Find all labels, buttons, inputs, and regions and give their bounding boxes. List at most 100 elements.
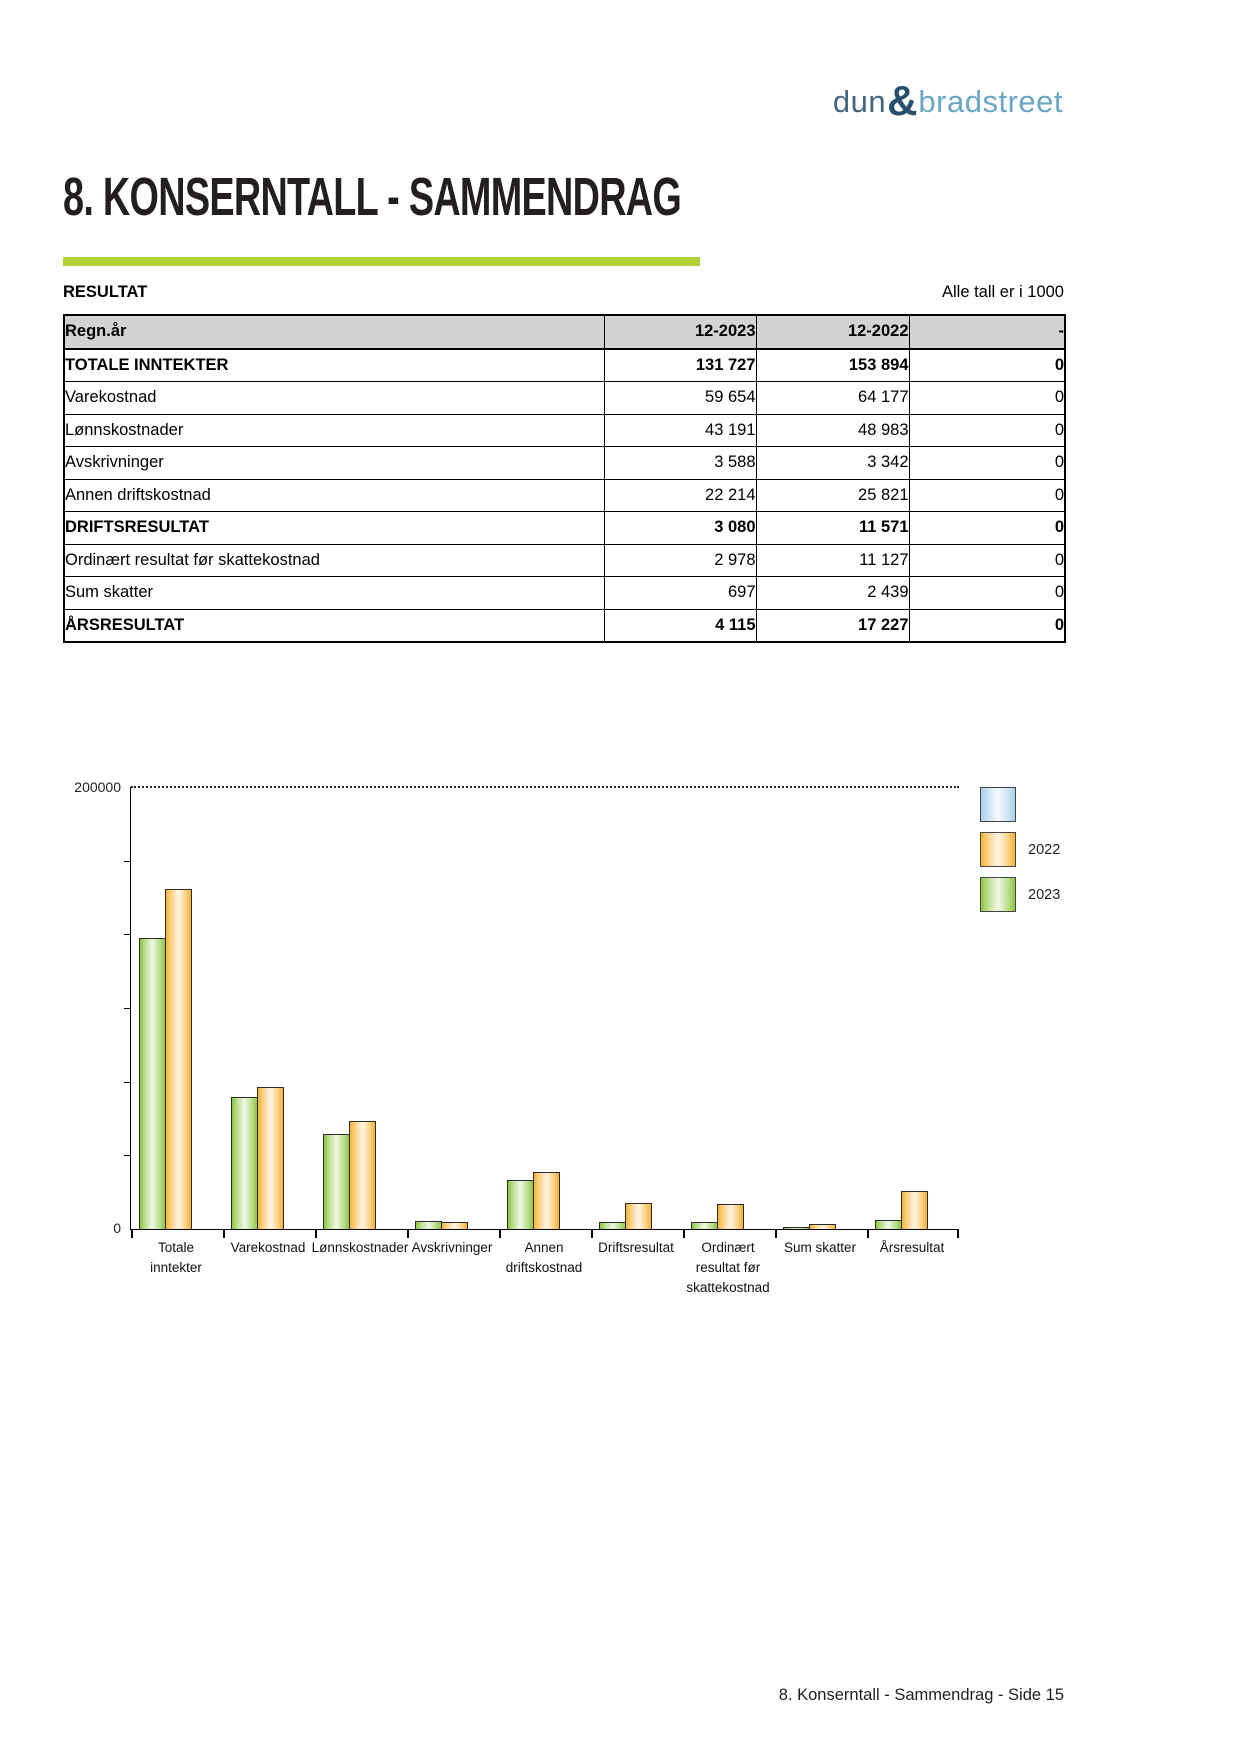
table-row-ordinaert-resultat-for-skattekostnad: Ordinært resultat før skattekostnad 2 978… xyxy=(63,543,1066,577)
table-row-sum-skatter: Sum skatter 697 2 439 0 xyxy=(63,576,1066,610)
y-axis-max-label: 200000 xyxy=(74,779,121,795)
logo-ampersand-icon: & xyxy=(887,77,918,124)
cell-value: 0 xyxy=(908,348,1066,382)
x-axis-tick xyxy=(591,1230,593,1238)
table-row-avskrivninger: Avskrivninger 3 588 3 342 0 xyxy=(63,446,1066,480)
bar-2022-avskrivninger xyxy=(441,1222,468,1229)
x-axis-label-varekostnad: Varekostnad xyxy=(198,1238,338,1258)
bar-2023-sum-skatter xyxy=(783,1227,810,1229)
cell-value: 2 439 xyxy=(755,576,910,610)
bar-2022-varekostnad xyxy=(257,1087,284,1229)
x-axis-label-line: Avskrivninger xyxy=(411,1240,493,1255)
x-axis-tick xyxy=(683,1230,685,1238)
cell-label: ÅRSRESULTAT xyxy=(63,608,605,643)
result-table: Regn.år 12-2023 12-2022 - TOTALE INNTEKT… xyxy=(63,314,1066,643)
x-axis-label-sum-skatter: Sum skatter xyxy=(750,1238,890,1258)
bar-2023-lonnskostnader xyxy=(323,1134,350,1229)
table-row-driftsresultat: DRIFTSRESULTAT 3 080 11 571 0 xyxy=(63,511,1066,545)
x-axis-tick xyxy=(315,1230,317,1238)
table-row-varekostnad: Varekostnad 59 654 64 177 0 xyxy=(63,381,1066,415)
page-footer: 8. Konserntall - Sammendrag - Side 15 xyxy=(778,1686,1064,1704)
bar-chart: 200000 0 2022 2023 Totale inntekter Varekos… xyxy=(63,700,1064,1340)
x-axis-tick xyxy=(407,1230,409,1238)
cell-label: DRIFTSRESULTAT xyxy=(63,511,605,545)
cell-value: 11 571 xyxy=(755,511,910,545)
x-axis-tick xyxy=(223,1230,225,1238)
cell-value: 25 821 xyxy=(755,478,910,512)
x-axis-label-line: skattekostnad xyxy=(686,1280,770,1295)
col-header-dash: - xyxy=(908,314,1066,350)
x-axis-label-driftsresultat: Driftsresultat xyxy=(566,1238,706,1258)
cell-value: 0 xyxy=(908,381,1066,415)
x-axis-label-line: Varekostnad xyxy=(230,1240,306,1255)
x-axis-tick xyxy=(957,1230,959,1238)
x-axis-label-line: Lønnskostnader xyxy=(311,1240,409,1255)
cell-value: 0 xyxy=(908,446,1066,480)
cell-label: Lønnskostnader xyxy=(63,413,605,447)
x-axis-tick xyxy=(867,1230,869,1238)
cell-value: 153 894 xyxy=(755,348,910,382)
x-axis-label-line: Ordinært xyxy=(701,1240,755,1255)
cell-value: 3 342 xyxy=(755,446,910,480)
bar-2023-driftsresultat xyxy=(599,1222,626,1229)
cell-value: 0 xyxy=(908,543,1066,577)
x-axis-tick xyxy=(499,1230,501,1238)
x-axis-label-line: Årsresultat xyxy=(879,1240,945,1255)
col-header-12-2022: 12-2022 xyxy=(755,314,910,350)
cell-value: 22 214 xyxy=(603,478,757,512)
cell-value: 17 227 xyxy=(755,608,910,643)
x-axis-label-line: Sum skatter xyxy=(783,1240,857,1255)
cell-label: Varekostnad xyxy=(63,381,605,415)
table-row-lonnskostnader: Lønnskostnader 43 191 48 983 0 xyxy=(63,413,1066,447)
cell-value: 0 xyxy=(908,576,1066,610)
cell-label: Avskrivninger xyxy=(63,446,605,480)
cell-value: 3 588 xyxy=(603,446,757,480)
bar-2023-annen-driftskostnad xyxy=(507,1180,534,1229)
x-axis-label-arsresultat: Årsresultat xyxy=(842,1238,982,1258)
y-axis-tick xyxy=(124,1082,131,1083)
cell-value: 697 xyxy=(603,576,757,610)
cell-value: 0 xyxy=(908,511,1066,545)
logo-text-dun: dun xyxy=(832,84,887,119)
cell-value: 4 115 xyxy=(603,608,757,643)
bar-2022-ordinaert-resultat-for-skattekostnad xyxy=(717,1204,744,1229)
legend-label: 2023 xyxy=(1028,886,1061,903)
legend-item-2022: 2022 xyxy=(980,832,1072,867)
legend-swatch-unlabeled xyxy=(980,787,1016,822)
grid-dotted-line-200000 xyxy=(131,786,959,788)
bar-2023-avskrivninger xyxy=(415,1221,442,1229)
page-title: 8. KONSERNTALL - SAMMENDRAG xyxy=(63,166,946,228)
bar-2023-totale-inntekter xyxy=(139,938,166,1229)
title-accent-bar xyxy=(63,257,700,266)
bar-2022-sum-skatter xyxy=(809,1224,836,1229)
bar-2023-ordinaert-resultat-for-skattekostnad xyxy=(691,1222,718,1229)
table-row-totale-inntekter: TOTALE INNTEKTER 131 727 153 894 0 xyxy=(63,348,1066,382)
cell-value: 11 127 xyxy=(755,543,910,577)
cell-label: Annen driftskostnad xyxy=(63,478,605,512)
legend-item-2023: 2023 xyxy=(980,877,1072,912)
legend-label: 2022 xyxy=(1028,841,1061,858)
col-header-regnar: Regn.år xyxy=(63,314,605,350)
x-axis-label-line: driftskostnad xyxy=(505,1260,583,1275)
units-note: Alle tall er i 1000 xyxy=(942,283,1064,301)
table-row-arsresultat: ÅRSRESULTAT 4 115 17 227 0 xyxy=(63,608,1066,643)
table-row-annen-driftskostnad: Annen driftskostnad 22 214 25 821 0 xyxy=(63,478,1066,512)
table-header-row: Regn.år 12-2023 12-2022 - xyxy=(63,314,1066,350)
section-label: RESULTAT xyxy=(63,283,148,301)
legend-swatch-2023 xyxy=(980,877,1016,912)
bar-2022-annen-driftskostnad xyxy=(533,1172,560,1229)
x-axis-label-annen-driftskostnad: Annen driftskostnad xyxy=(474,1238,614,1278)
cell-value: 0 xyxy=(908,478,1066,512)
cell-label: Ordinært resultat før skattekostnad xyxy=(63,543,605,577)
x-axis-label-line: inntekter xyxy=(150,1260,202,1275)
x-axis-label-line: resultat før xyxy=(695,1260,761,1275)
bar-2023-varekostnad xyxy=(231,1097,258,1229)
bar-2023-arsresultat xyxy=(875,1220,902,1229)
chart-plot-area xyxy=(124,786,959,1238)
cell-label: TOTALE INNTEKTER xyxy=(63,348,605,382)
bar-2022-lonnskostnader xyxy=(349,1121,376,1229)
x-axis-label-line: Totale xyxy=(157,1240,195,1255)
x-axis-label-lonnskostnader: Lønnskostnader xyxy=(290,1238,430,1258)
cell-value: 59 654 xyxy=(603,381,757,415)
chart-legend: 2022 2023 xyxy=(980,787,1072,912)
